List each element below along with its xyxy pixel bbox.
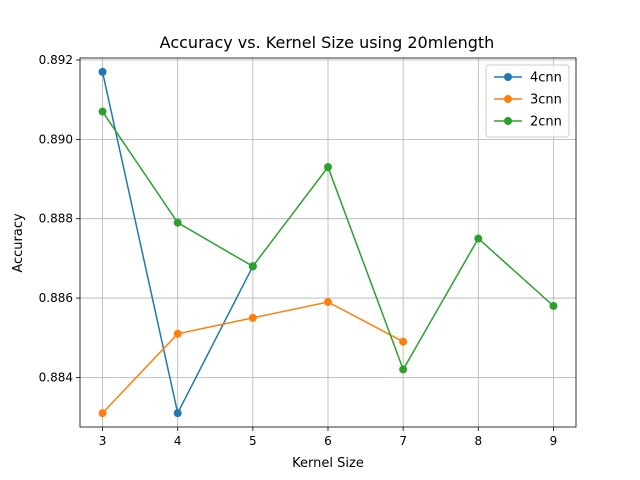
y-tick-label: 0.892: [39, 53, 73, 67]
data-point-2cnn: [98, 107, 107, 116]
x-tick-label: 7: [399, 434, 407, 448]
legend-marker-2cnn: [504, 117, 512, 125]
data-point-2cnn: [248, 262, 257, 271]
data-point-2cnn: [173, 218, 182, 227]
chart-title: Accuracy vs. Kernel Size using 20mlength: [160, 33, 495, 52]
data-point-4cnn: [173, 409, 182, 418]
data-point-3cnn: [98, 409, 107, 418]
x-axis-label: Kernel Size: [292, 456, 364, 471]
legend-marker-4cnn: [504, 73, 512, 81]
axes: 3 4 5 6 7 8 9 0.884 0.886 0.888 0.890 0.892: [39, 53, 577, 448]
x-tick-label: 4: [174, 434, 182, 448]
data-point-3cnn: [399, 337, 408, 346]
x-tick-label: 9: [550, 434, 558, 448]
legend-label-2cnn: 2cnn: [530, 115, 562, 130]
y-axis-label: Accuracy: [11, 213, 26, 273]
data-point-3cnn: [248, 313, 257, 322]
x-tick-label: 5: [249, 434, 257, 448]
y-tick-label: 0.886: [39, 291, 73, 305]
data-point-2cnn: [324, 163, 332, 172]
data-point-2cnn: [549, 301, 558, 310]
legend-label-4cnn: 4cnn: [530, 71, 562, 86]
plot-frame: [79, 57, 577, 428]
y-tick-label: 0.884: [39, 370, 73, 384]
legend: 4cnn 3cnn 2cnn: [485, 64, 570, 138]
series-layer: [98, 67, 558, 418]
legend-marker-3cnn: [504, 95, 512, 103]
y-tick-label: 0.890: [39, 132, 73, 146]
x-tick-label: 3: [99, 434, 107, 448]
y-tick-label: 0.888: [39, 212, 73, 226]
data-point-2cnn: [399, 365, 408, 374]
x-tick-label: 8: [474, 434, 482, 448]
x-tick-label: 6: [324, 434, 332, 448]
legend-label-3cnn: 3cnn: [530, 93, 562, 108]
data-point-3cnn: [173, 329, 182, 338]
data-point-4cnn: [98, 67, 107, 76]
data-point-2cnn: [474, 234, 483, 243]
data-point-3cnn: [324, 298, 332, 307]
